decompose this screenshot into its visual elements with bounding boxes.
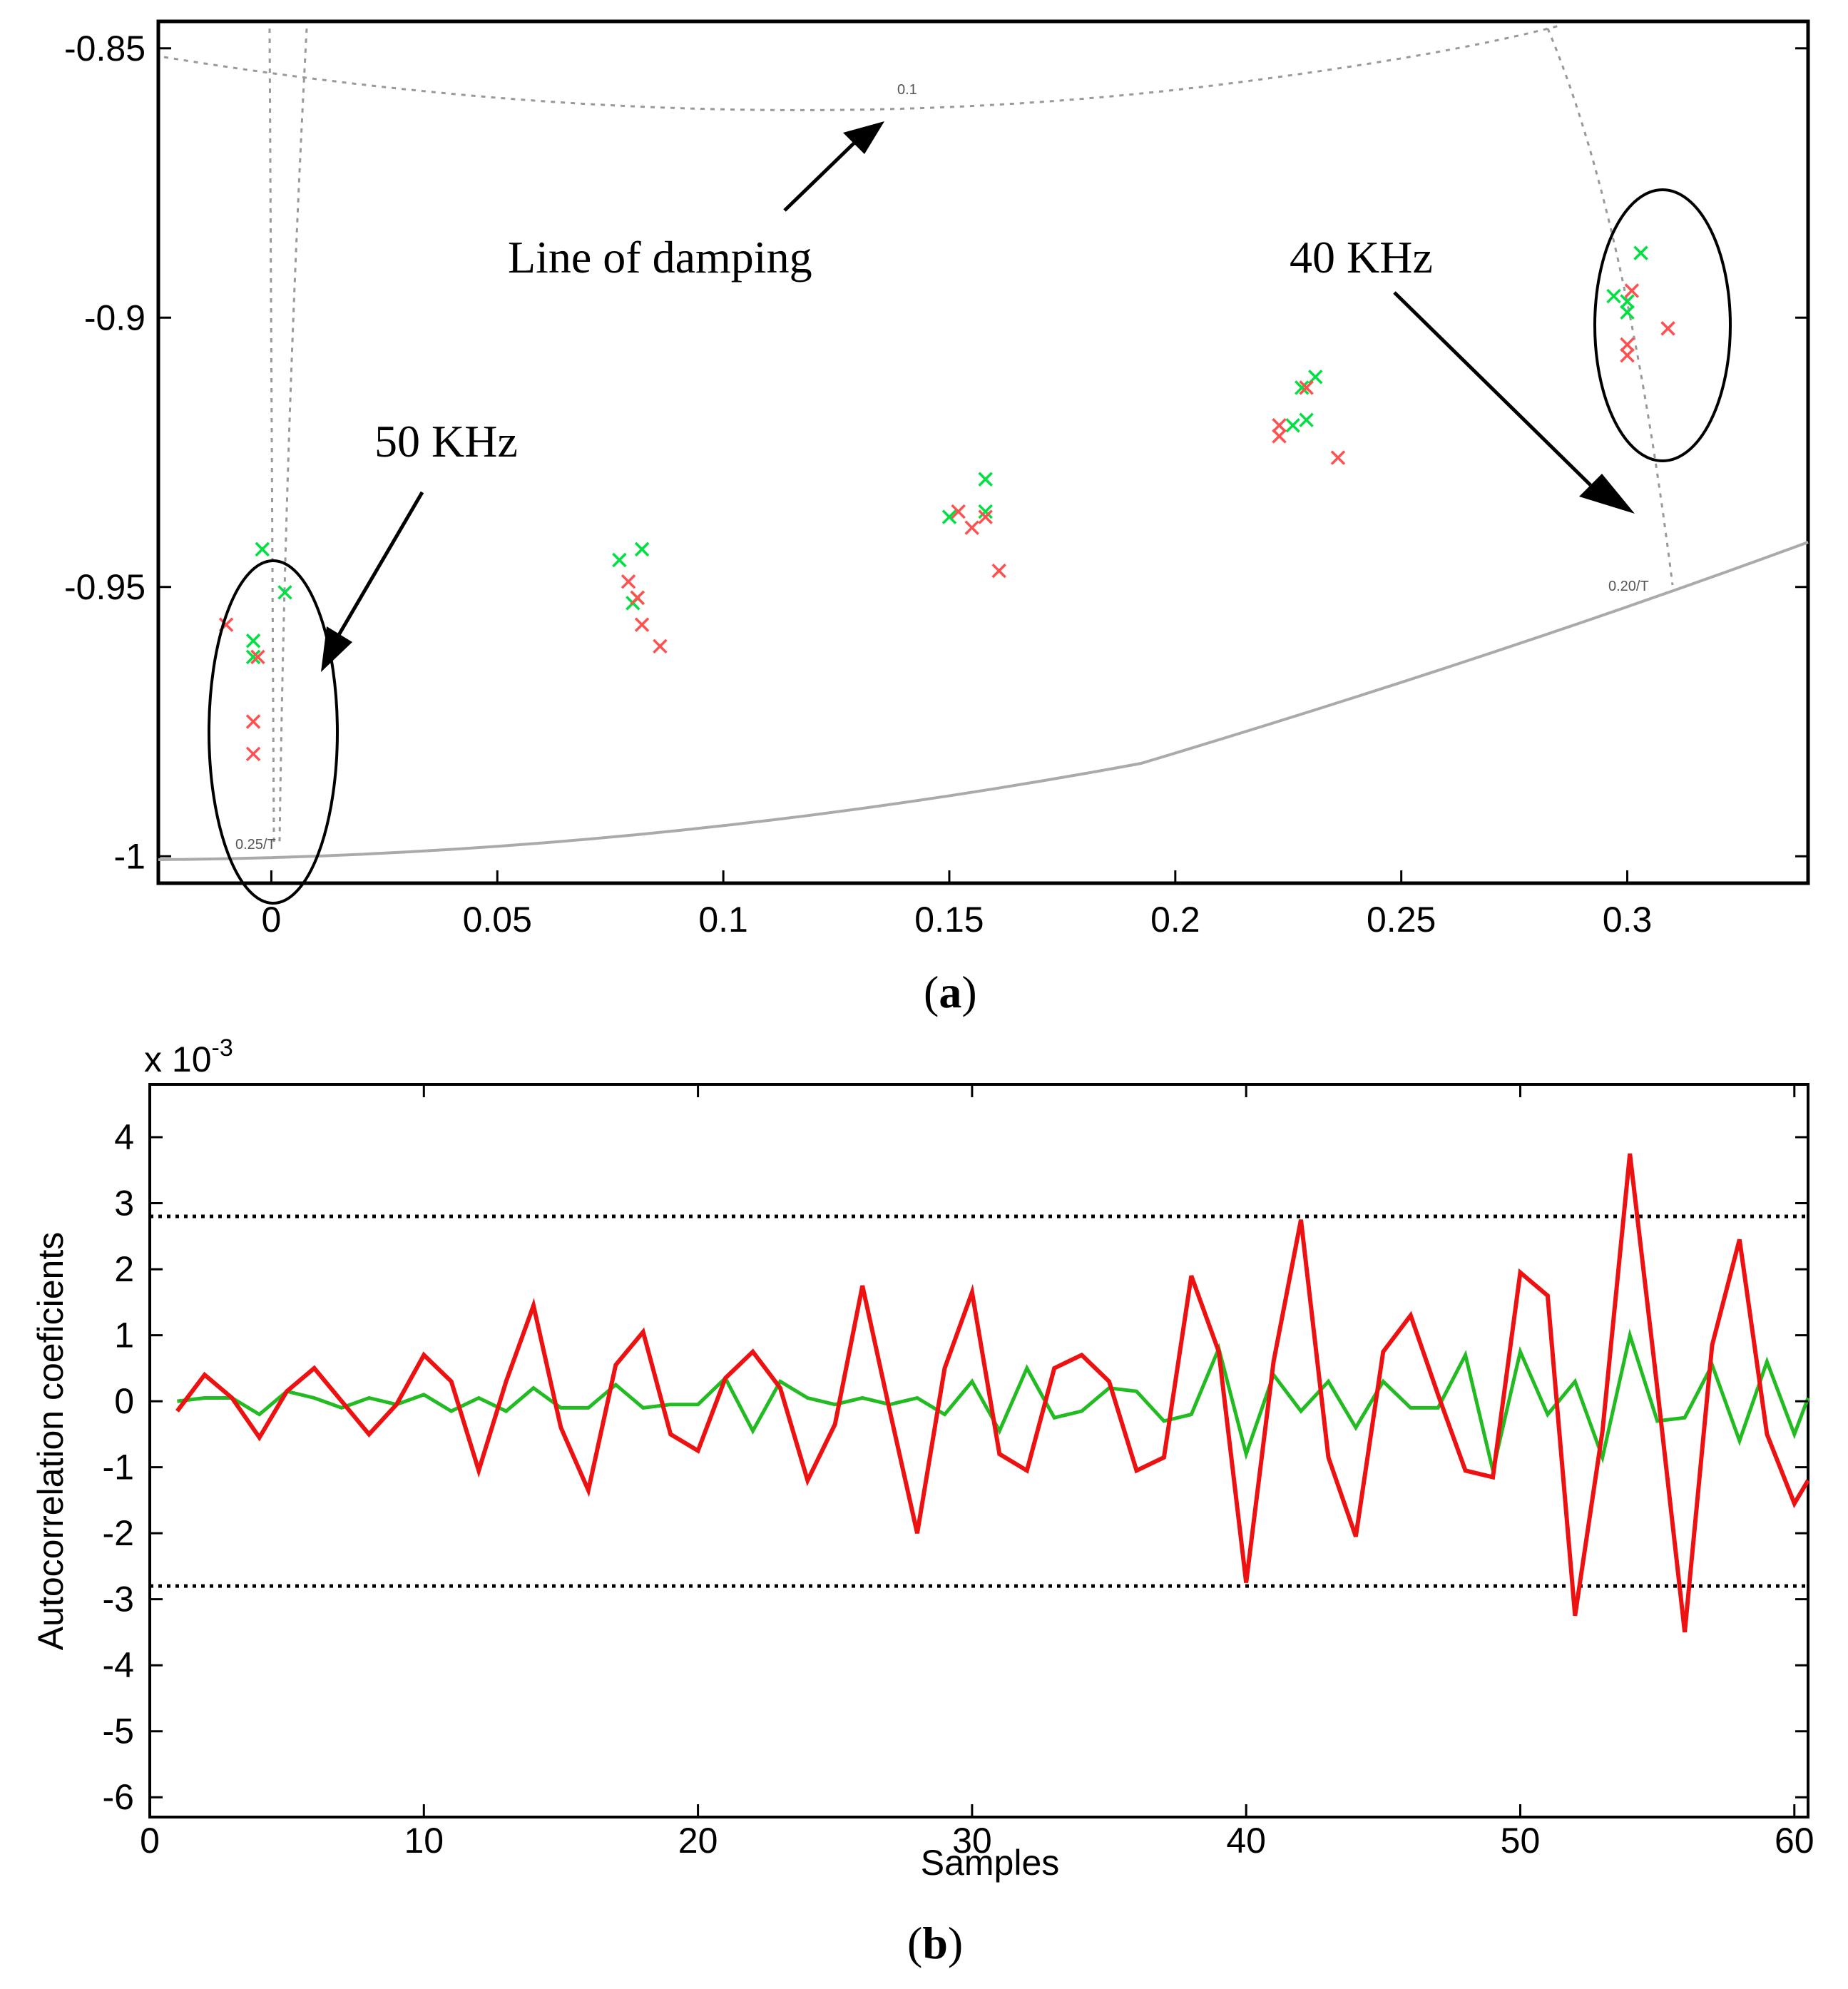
- y-tick-label: -5: [103, 1711, 134, 1751]
- y-tick-label: -3: [103, 1580, 134, 1619]
- pole-marker: [1620, 305, 1635, 320]
- pole-plot-axes: 0 0.05 0.1 0.15 0.2 0.25 0.3 -0.85 -0.9 -0.95 -1: [64, 29, 1808, 940]
- pole-marker: [634, 541, 650, 557]
- pole-marker: [951, 504, 966, 519]
- annotation-40khz: 40 KHz: [1290, 232, 1433, 283]
- pole-marker: [1624, 283, 1640, 298]
- x-tick-label: 0: [262, 900, 282, 940]
- pole-marker: [1633, 245, 1648, 260]
- autocorrelation-frame: [148, 1083, 1809, 1818]
- pole-marker: [1285, 418, 1300, 433]
- pole-plot-points: [218, 245, 1675, 762]
- arrow-damping: [783, 121, 884, 212]
- pole-marker: [245, 714, 261, 729]
- y-tick-label: 2: [114, 1249, 134, 1289]
- y-tick-label: -1: [114, 836, 146, 876]
- damping-curve-0.1: [163, 24, 1563, 111]
- x-tick-label: 20: [678, 1821, 718, 1861]
- arrow-50khz: [321, 491, 424, 672]
- pole-marker: [621, 574, 636, 589]
- y-tick-label: -1: [103, 1448, 134, 1487]
- pole-marker: [1330, 450, 1346, 465]
- y-tick-label: -2: [103, 1513, 134, 1553]
- pole-marker: [941, 509, 957, 524]
- grid-label-0.20T: 0.20/T: [1608, 579, 1649, 594]
- pole-plot-annotations: Line of damping 40 KHz 50 KHz: [208, 121, 1732, 905]
- pole-marker: [612, 552, 627, 568]
- y-tick-label: 1: [114, 1316, 134, 1355]
- pole-marker: [1272, 429, 1287, 444]
- confidence-bounds: [150, 1214, 1808, 1588]
- y-tick-label: -6: [103, 1777, 134, 1817]
- pole-marker: [245, 649, 261, 665]
- pole-marker: [1299, 412, 1314, 427]
- pole-marker: [978, 504, 993, 519]
- panel-label-a: (a): [924, 967, 977, 1017]
- cluster-50khz-ellipse: [208, 559, 339, 905]
- cluster-40khz-ellipse: [1593, 188, 1732, 462]
- y-tick-label: 3: [114, 1184, 134, 1224]
- frequency-line-0.20: [1546, 28, 1674, 586]
- pole-marker: [245, 634, 261, 648]
- x-tick-label: 0.25: [1367, 900, 1436, 940]
- annotation-50khz: 50 KHz: [374, 416, 518, 467]
- pole-marker: [250, 649, 265, 665]
- x-tick-label: 0.15: [914, 900, 984, 940]
- y-tick-label: -0.85: [64, 29, 146, 68]
- y-tick-label: -4: [103, 1645, 134, 1685]
- pole-marker: [1620, 347, 1635, 363]
- y-multiplier: x 10-3: [144, 1034, 233, 1079]
- y-tick-label: -0.95: [64, 567, 146, 607]
- autocorrelation-series: [175, 1153, 1810, 1633]
- pole-plot-grid-lines: 0.1 0.25/T 0.20/T: [158, 24, 1809, 861]
- y-tick-label: 4: [114, 1117, 134, 1157]
- pole-marker: [1620, 294, 1635, 309]
- grid-label-0.25T: 0.25/T: [235, 837, 276, 853]
- pole-marker: [991, 563, 1006, 579]
- x-tick-label: 30: [952, 1821, 992, 1861]
- pole-marker: [277, 585, 292, 600]
- x-tick-label: 0.2: [1150, 900, 1200, 940]
- pole-marker: [1620, 337, 1635, 352]
- annotation-line-of-damping: Line of damping: [508, 232, 812, 283]
- pole-marker: [1272, 418, 1287, 433]
- pole-plot-frame: [156, 19, 1810, 885]
- unit-circle: [158, 541, 1809, 861]
- frequency-line-0.25-b: [278, 28, 308, 843]
- pole-marker: [978, 472, 993, 487]
- x-tick-label: 0.1: [698, 900, 748, 940]
- grid-label-0.1: 0.1: [897, 82, 917, 98]
- x-tick-label: 0.05: [463, 900, 532, 940]
- pole-marker: [245, 746, 261, 762]
- pole-marker: [1299, 380, 1314, 395]
- pole-marker: [1660, 321, 1675, 336]
- pole-marker: [1606, 288, 1621, 304]
- pole-marker: [978, 509, 993, 524]
- red-series-line: [175, 1153, 1810, 1633]
- pole-marker: [964, 520, 979, 535]
- x-tick-label: 0.3: [1603, 900, 1653, 940]
- x-tick-label: 10: [404, 1821, 444, 1861]
- pole-marker: [634, 617, 650, 632]
- panel-label-b: (b): [907, 1918, 963, 1968]
- x-tick-label: 0: [140, 1821, 160, 1861]
- y-tick-label: -0.9: [84, 297, 146, 337]
- pole-marker: [653, 639, 668, 654]
- x-tick-label: 40: [1226, 1821, 1266, 1861]
- y-axis-label: Autocorrelation coeficients: [31, 1232, 71, 1650]
- pole-marker: [255, 541, 270, 557]
- pole-plot-panel: 0.1 0.25/T 0.20/T 0 0.05 0.1 0.15 0.2 0.25 0.3…: [64, 19, 1810, 1017]
- green-series-line: [177, 1328, 1810, 1471]
- arrow-40khz: [1393, 291, 1635, 514]
- pole-marker: [630, 590, 645, 606]
- x-tick-label: 60: [1775, 1821, 1814, 1861]
- y-tick-label: 0: [114, 1381, 134, 1421]
- x-axis-label: Samples: [921, 1843, 1060, 1883]
- pole-marker: [1295, 380, 1310, 395]
- x-tick-label: 50: [1501, 1821, 1541, 1861]
